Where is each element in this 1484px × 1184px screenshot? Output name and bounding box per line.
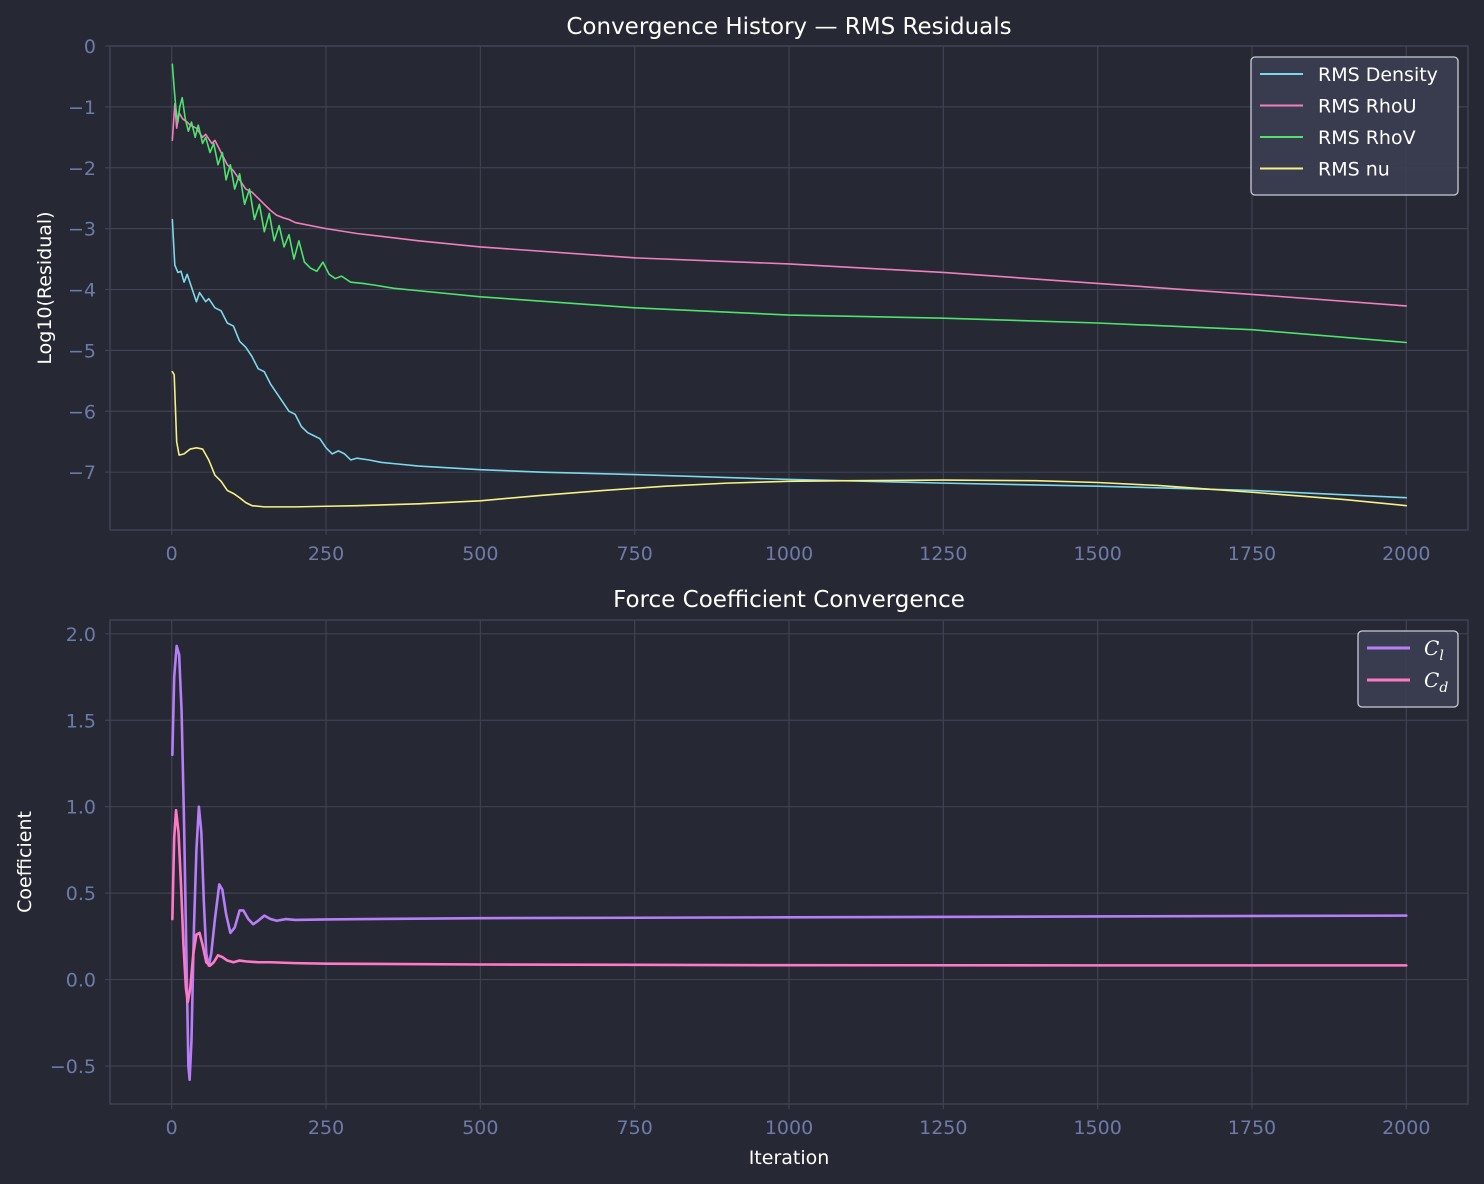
coefficients-x-tick-label: 0 [166,1117,178,1139]
coefficients-x-tick-labels: 0 250 500 750 1000 1250 1500 1750 2000 [166,1104,1430,1139]
coefficients-x-tick-label: 1000 [765,1117,813,1139]
coefficients-y-tick-label: 1.0 [66,797,96,819]
residuals-x-tick-label: 1500 [1073,543,1121,565]
series-line-c-d [171,808,1408,1004]
coefficients-series-group [171,644,1408,1082]
residuals-x-tick-label: 1750 [1228,543,1276,565]
residuals-y-tick-label: −4 [68,280,96,302]
residuals-x-tick-label: 1000 [765,543,813,565]
coefficients-x-axis-label: Iteration [749,1147,830,1169]
residuals-x-tick-label: 2000 [1382,543,1430,565]
coefficients-y-tick-label: 1.5 [66,710,96,732]
residuals-y-tick-label: 0 [84,36,96,58]
coefficients-y-tick-label: 0.0 [66,970,96,992]
residuals-x-tick-label: 250 [308,543,344,565]
coefficients-x-tick-label: 1750 [1228,1117,1276,1139]
residuals-y-tick-label: −3 [68,219,96,241]
legend-label-c-d: Cd [1424,668,1448,696]
coefficients-x-tick-label: 2000 [1382,1117,1430,1139]
residuals-legend-box [1250,56,1459,196]
coefficients-x-tick-label: 250 [308,1117,344,1139]
coefficients-panel: 0 250 500 750 1000 1250 1500 1750 2000 2.0 1.5 1.0… [14,587,1469,1169]
residuals-x-tick-label: 1250 [919,543,967,565]
coefficients-y-axis-label: Coefficient [14,811,36,913]
residuals-legend[interactable]: RMS Density RMS RhoU RMS RhoV RMS nu [1250,56,1459,196]
residuals-y-axis-label: Log10(Residual) [34,211,56,364]
coefficients-y-tick-label: 2.0 [66,624,96,646]
residuals-y-tick-label: −2 [68,158,96,180]
legend-label-rms-rhou: RMS RhoU [1318,96,1416,118]
coefficients-x-tick-label: 500 [462,1117,498,1139]
residuals-x-tick-label: 0 [166,543,178,565]
residuals-y-tick-label: −5 [68,340,96,362]
series-line-rms-rhou [171,103,1408,307]
residuals-y-tick-label: −7 [68,462,96,484]
series-line-rms-rhov [171,63,1408,344]
coefficients-x-tick-label: 1500 [1073,1117,1121,1139]
series-line-rms-density [171,218,1408,499]
coefficients-x-tick-label: 750 [617,1117,653,1139]
coefficients-y-tick-label: −0.5 [50,1056,96,1078]
coefficients-legend[interactable]: Cl Cd [1357,630,1459,708]
coefficients-legend-box [1357,630,1459,708]
residuals-panel: 0 250 500 750 1000 1250 1500 1750 2000 0 −1 −2 −3 −4… [34,14,1469,565]
residuals-y-tick-labels: 0 −1 −2 −3 −4 −5 −6 −7 [68,36,110,484]
legend-label-rms-rhov: RMS RhoV [1318,127,1416,149]
legend-label-c-l: Cl [1424,636,1444,664]
coefficients-grid [110,620,1468,1104]
legend-label-rms-density: RMS Density [1318,64,1438,86]
coefficients-title: Force Coefficient Convergence [613,587,965,613]
legend-label-rms-nu: RMS nu [1318,159,1390,181]
coefficients-x-tick-label: 1250 [919,1117,967,1139]
coefficients-y-tick-label: 0.5 [66,883,96,905]
coefficients-y-tick-labels: 2.0 1.5 1.0 0.5 0.0 −0.5 [50,624,110,1078]
residuals-x-tick-label: 500 [462,543,498,565]
residuals-title: Convergence History — RMS Residuals [566,14,1011,40]
residuals-x-tick-labels: 0 250 500 750 1000 1250 1500 1750 2000 [166,530,1430,565]
residuals-y-tick-label: −1 [68,97,96,119]
residuals-series-group [171,63,1408,508]
residuals-x-tick-label: 750 [617,543,653,565]
series-line-rms-nu [171,370,1408,508]
residuals-y-tick-label: −6 [68,401,96,423]
